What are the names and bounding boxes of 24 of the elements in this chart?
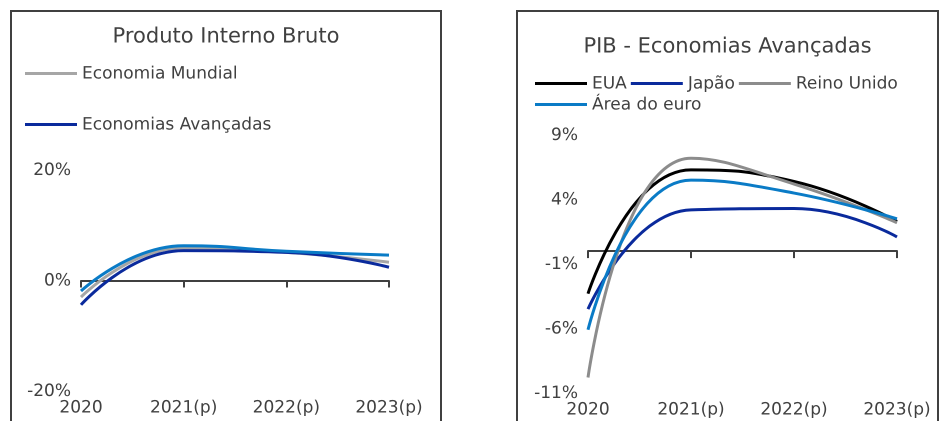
x-tick-label: 2022(p) [760,400,828,420]
line-series [586,178,898,332]
legend-label: EUA [592,74,628,94]
x-tick-label: 2021(p) [150,398,218,418]
legend-label: Economias Avançadas [82,114,272,134]
y-tick-label: 9% [551,125,578,145]
line-series [586,207,898,311]
y-tick-label: -1% [544,254,578,274]
y-tick-label: 20% [33,160,71,180]
x-tick-label: 2021(p) [657,400,725,420]
y-tick-label: 4% [551,190,578,210]
x-tick-label: 2022(p) [252,398,320,418]
chart-title: Produto Interno Bruto [112,24,340,48]
y-tick-label: -6% [544,318,578,338]
x-tick-label: 2023(p) [863,400,931,420]
legend-label: Japão [686,74,735,94]
legend-label: Reino Unido [796,74,898,94]
legend-label: Área do euro [592,94,702,114]
line-series [80,244,390,292]
y-tick-label: 0% [44,270,71,290]
legend-label: Economia Mundial [82,64,238,84]
chart-title: PIB - Economias Avançadas [583,34,872,58]
x-tick-label: 2023(p) [355,398,423,418]
line-series [586,156,898,380]
